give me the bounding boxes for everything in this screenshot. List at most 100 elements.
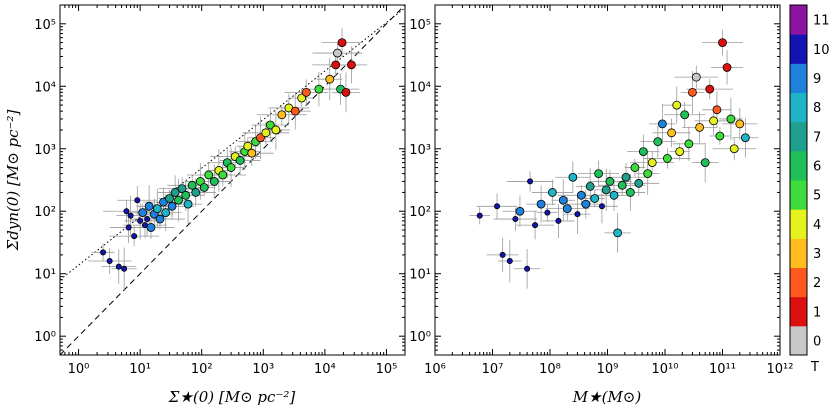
data-point [585, 181, 595, 191]
data-point [106, 257, 113, 264]
data-point [506, 257, 513, 264]
data-point [333, 48, 342, 58]
data-point [722, 63, 732, 72]
data-point [515, 206, 525, 216]
colorbar-segment [790, 238, 807, 268]
colorbar-segment [790, 92, 807, 123]
data-point [657, 119, 667, 129]
data-point [634, 178, 644, 188]
data-point [265, 120, 275, 130]
x-tick-label: 10⁵ [376, 362, 398, 377]
data-point [695, 122, 705, 132]
data-point [199, 183, 209, 192]
data-point [662, 154, 672, 163]
data-point [621, 172, 631, 182]
data-point [574, 211, 581, 218]
x-tick-label: 10¹² [767, 362, 794, 377]
data-point [568, 172, 578, 182]
data-point [152, 204, 162, 214]
data-point [138, 208, 148, 218]
data-point [609, 190, 619, 200]
data-point [167, 201, 177, 211]
data-point [174, 195, 183, 205]
data-point [256, 133, 265, 143]
data-point [726, 114, 736, 124]
x-tick-label: 10⁶ [424, 362, 446, 377]
data-point [331, 60, 341, 70]
colorbar-segment [790, 63, 807, 93]
right-x-ticks: 10⁶ 10⁷ 10⁸ 10⁹ 10¹⁰ 10¹¹ 10¹² [424, 5, 793, 377]
data-point [125, 224, 132, 231]
data-point [729, 144, 739, 154]
x-tick-label: 10¹¹ [709, 362, 736, 377]
one-to-one-line [60, 5, 405, 355]
data-point [647, 158, 657, 168]
data-point [494, 203, 501, 210]
data-point [337, 38, 347, 48]
colorbar-tick-label: 10 [813, 43, 830, 58]
left-panel: 10⁰ 10¹ 10² 10³ 10⁴ 10⁵ 10⁰ 10¹ 10² 10³ 10⁴ 10⁵ Σ★… [4, 4, 406, 406]
data-point [590, 194, 600, 203]
data-point [183, 199, 193, 209]
data-point [532, 222, 539, 229]
x-tick-label: 10¹ [129, 362, 151, 377]
data-point [347, 60, 356, 70]
data-point [204, 170, 214, 180]
data-point [617, 180, 627, 190]
data-point [605, 177, 615, 186]
fit-line [60, 7, 405, 281]
data-point [667, 128, 676, 138]
y-tick-label: 10² [409, 205, 431, 220]
colorbar-tick-label: 4 [813, 218, 821, 233]
data-point [709, 116, 718, 126]
data-point [161, 208, 171, 218]
colorbar-tick-label: 9 [813, 72, 821, 87]
data-point [121, 265, 128, 272]
colorbar-segment [790, 296, 807, 327]
colorbar-tick-label: 5 [813, 189, 821, 204]
data-point [341, 87, 351, 97]
left-points [100, 38, 356, 272]
data-point [144, 201, 154, 211]
data-point [235, 156, 245, 165]
data-point [740, 133, 750, 143]
data-point [512, 216, 519, 223]
data-point [170, 188, 180, 197]
data-point [675, 147, 685, 157]
x-tick-label: 10⁰ [68, 362, 90, 377]
colorbar-segment [790, 34, 807, 64]
x-tick-label: 10⁹ [597, 362, 619, 377]
data-point [290, 106, 300, 116]
data-point [177, 184, 187, 194]
x-tick-label: 10⁷ [482, 362, 504, 377]
data-point [301, 87, 311, 97]
colorbar-segment [790, 267, 807, 298]
y-tick-label: 10² [34, 205, 56, 220]
data-point [705, 84, 715, 94]
data-point [499, 251, 506, 258]
data-point [527, 178, 534, 185]
data-point [476, 212, 483, 219]
data-point [314, 84, 324, 94]
data-point [630, 163, 640, 172]
data-point [536, 199, 546, 209]
data-point [247, 148, 257, 158]
data-point [672, 100, 682, 110]
data-point [613, 228, 623, 238]
data-point [653, 137, 663, 147]
right-x-axis-label: M★(M⊙) [572, 388, 642, 406]
data-point [218, 170, 228, 180]
data-point [115, 263, 122, 270]
left-x-axis-label: Σ★(0) [M⊙ pc⁻²] [168, 388, 296, 406]
y-tick-label: 10¹ [34, 268, 56, 283]
data-point [700, 158, 710, 168]
data-point [547, 188, 557, 197]
data-point [325, 74, 335, 84]
colorbar-tick-label: 0 [813, 334, 821, 349]
colorbar-segment [790, 209, 807, 239]
x-tick-label: 10⁸ [539, 362, 561, 377]
right-panel: 10⁶ 10⁷ 10⁸ 10⁹ 10¹⁰ 10¹¹ 10¹² 10⁰ 10¹ 10² 10³ 10⁴… [409, 4, 793, 406]
data-point [100, 249, 107, 256]
data-point [555, 217, 562, 224]
data-point [715, 131, 725, 141]
